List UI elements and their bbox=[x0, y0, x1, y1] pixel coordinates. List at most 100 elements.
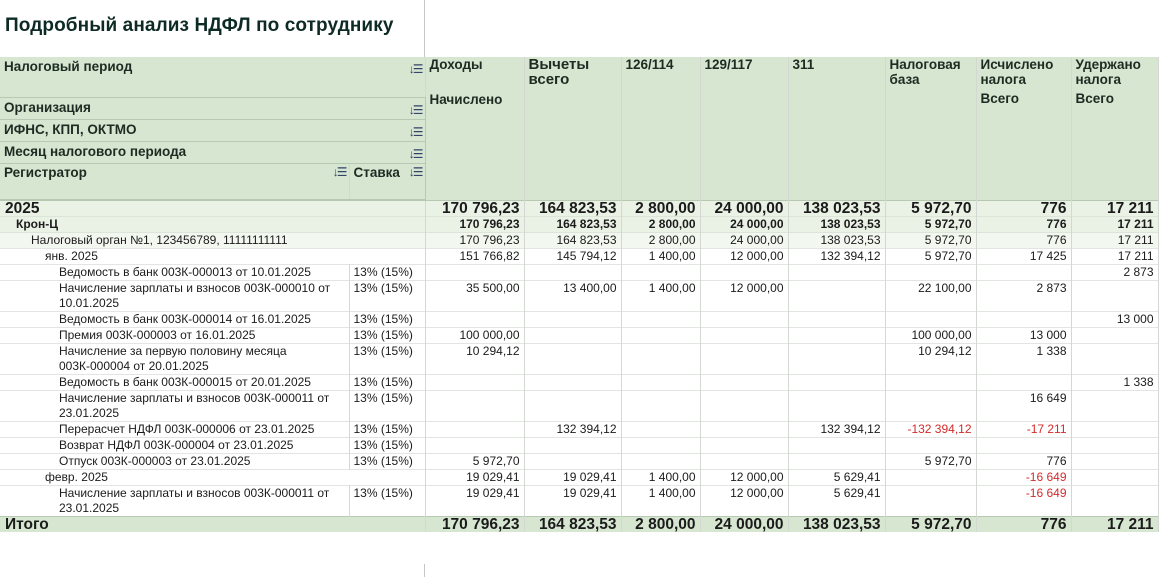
month-label[interactable]: февр. 2025 bbox=[0, 468, 426, 485]
sort-icon[interactable]: ↓☰ bbox=[408, 62, 424, 76]
col-311[interactable]: 311 bbox=[787, 57, 886, 200]
year-label[interactable]: 2025 bbox=[0, 199, 426, 216]
column-divider bbox=[424, 0, 425, 57]
sort-icon[interactable]: ↓☰ bbox=[332, 164, 348, 179]
header-row: Организация ↓☰ bbox=[0, 97, 1158, 120]
col-deductions-label: Вычеты всего bbox=[528, 57, 590, 88]
registrar-row[interactable]: Отпуск 003К-000003 от 23.01.2025 13% (15%… bbox=[0, 452, 1159, 469]
ifns-row[interactable]: Налоговый орган №1, 123456789, 111111111… bbox=[0, 231, 1159, 248]
registrar-label[interactable]: Ведомость в банк 003К-000015 от 20.01.20… bbox=[0, 373, 350, 390]
column-divider bbox=[424, 564, 425, 577]
withheld-tax-cell: 17 211 bbox=[1071, 247, 1159, 264]
126-114-cell bbox=[621, 420, 701, 437]
sort-icon[interactable]: ↓☰ bbox=[408, 102, 424, 117]
129-117-cell bbox=[700, 452, 789, 469]
income-cell: 5 972,70 bbox=[425, 452, 525, 469]
month-label[interactable]: янв. 2025 bbox=[0, 247, 426, 264]
income-cell: 151 766,82 bbox=[425, 247, 525, 264]
tax-base-cell bbox=[885, 373, 977, 390]
dim-organization[interactable]: Организация ↓☰ bbox=[0, 97, 426, 120]
dim-registrar-label: Регистратор bbox=[4, 164, 87, 180]
calculated-tax-cell: 776 bbox=[976, 515, 1072, 532]
ifns-label[interactable]: Налоговый орган №1, 123456789, 111111111… bbox=[0, 231, 426, 248]
sort-icon[interactable]: ↓☰ bbox=[408, 164, 424, 179]
dim-rate[interactable]: Ставка ↓☰ bbox=[349, 163, 426, 200]
126-114-cell: 2 800,00 bbox=[621, 231, 701, 248]
sort-icon[interactable]: ↓☰ bbox=[408, 124, 424, 139]
registrar-row[interactable]: Начисление зарплаты и взносов 003К-00001… bbox=[0, 389, 1159, 421]
129-117-cell bbox=[700, 420, 789, 437]
col-tax-base-label: Налоговая база bbox=[889, 57, 961, 87]
deductions-cell bbox=[524, 342, 622, 374]
dim-registrar[interactable]: Регистратор ↓☰ bbox=[0, 163, 350, 200]
tax-base-cell: 10 294,12 bbox=[885, 342, 977, 374]
registrar-label[interactable]: Ведомость в банк 003К-000014 от 16.01.20… bbox=[0, 310, 350, 327]
month-row[interactable]: февр. 2025 19 029,41 19 029,41 1 400,00 12 0… bbox=[0, 468, 1159, 485]
calculated-tax-cell: 776 bbox=[976, 215, 1072, 232]
income-cell: 10 294,12 bbox=[425, 342, 525, 374]
registrar-label[interactable]: Перерасчет НДФЛ 003К-000006 от 23.01.202… bbox=[0, 420, 350, 437]
dim-period[interactable]: Налоговый период ↓☰ bbox=[0, 57, 426, 98]
col-calculated-tax[interactable]: Исчислено налога Всего bbox=[975, 57, 1072, 200]
registrar-row[interactable]: Ведомость в банк 003К-000013 от 10.01.20… bbox=[0, 263, 1159, 280]
col-126-114[interactable]: 126/114 bbox=[620, 57, 701, 200]
col-deductions[interactable]: Вычеты всего bbox=[523, 57, 622, 200]
registrar-row[interactable]: Перерасчет НДФЛ 003К-000006 от 23.01.202… bbox=[0, 420, 1159, 437]
deductions-cell: 164 823,53 bbox=[524, 515, 622, 532]
col-withheld-tax[interactable]: Удержано налога Всего bbox=[1070, 57, 1159, 200]
registrar-row[interactable]: Ведомость в банк 003К-000014 от 16.01.20… bbox=[0, 310, 1159, 327]
registrar-label[interactable]: Начисление за первую половину месяца 003… bbox=[0, 342, 350, 374]
129-117-cell bbox=[700, 373, 789, 390]
withheld-tax-cell: 17 211 bbox=[1071, 231, 1159, 248]
calculated-tax-cell: 13 000 bbox=[976, 326, 1072, 343]
income-cell: 35 500,00 bbox=[425, 279, 525, 311]
tax-rate-cell: 13% (15%) bbox=[348, 342, 426, 374]
registrar-label[interactable]: Ведомость в банк 003К-000013 от 10.01.20… bbox=[0, 263, 350, 280]
deductions-cell: 19 029,41 bbox=[524, 484, 622, 516]
col-129-117[interactable]: 129/117 bbox=[699, 57, 789, 200]
registrar-row[interactable]: Ведомость в банк 003К-000015 от 20.01.20… bbox=[0, 373, 1159, 390]
311-cell bbox=[788, 389, 886, 421]
registrar-row[interactable]: Начисление зарплаты и взносов 003К-00001… bbox=[0, 484, 1159, 516]
col-tax-base[interactable]: Налоговая база bbox=[884, 57, 977, 200]
registrar-row[interactable]: Начисление за первую половину месяца 003… bbox=[0, 342, 1159, 374]
total-row[interactable]: Итого 170 796,23 164 823,53 2 800,00 24 000,… bbox=[0, 515, 1159, 532]
tax-rate-cell: 13% (15%) bbox=[348, 436, 426, 453]
registrar-label[interactable]: Начисление зарплаты и взносов 003К-00001… bbox=[0, 389, 350, 421]
registrar-row[interactable]: Возврат НДФЛ 003К-000004 от 23.01.2025 13… bbox=[0, 436, 1159, 453]
registrar-row[interactable]: Начисление зарплаты и взносов 003К-00001… bbox=[0, 279, 1159, 311]
311-cell: 5 629,41 bbox=[788, 468, 886, 485]
withheld-tax-cell: 17 211 bbox=[1071, 515, 1159, 532]
sort-icon[interactable]: ↓☰ bbox=[408, 146, 424, 161]
total-label[interactable]: Итого bbox=[0, 515, 426, 532]
calculated-tax-cell bbox=[976, 263, 1072, 280]
income-cell: 170 796,23 bbox=[425, 215, 525, 232]
calculated-tax-cell: 2 873 bbox=[976, 279, 1072, 311]
month-row[interactable]: янв. 2025 151 766,82 145 794,12 1 400,00 12 … bbox=[0, 247, 1159, 264]
dim-ifns[interactable]: ИФНС, КПП, ОКТМО ↓☰ bbox=[0, 119, 426, 142]
calculated-tax-cell: 17 425 bbox=[976, 247, 1072, 264]
org-label[interactable]: Крон-Ц bbox=[0, 215, 426, 232]
calculated-tax-cell: -16 649 bbox=[976, 484, 1072, 516]
126-114-cell: 1 400,00 bbox=[621, 279, 701, 311]
registrar-label[interactable]: Начисление зарплаты и взносов 003К-00001… bbox=[0, 484, 350, 516]
129-117-cell: 12 000,00 bbox=[700, 279, 789, 311]
311-cell bbox=[788, 263, 886, 280]
registrar-label[interactable]: Премия 003К-000003 от 16.01.2025 bbox=[0, 326, 350, 343]
col-income[interactable]: Доходы Начислено bbox=[424, 57, 525, 200]
org-row[interactable]: Крон-Ц 170 796,23 164 823,53 2 800,00 24 000… bbox=[0, 215, 1159, 232]
registrar-label[interactable]: Начисление зарплаты и взносов 003К-00001… bbox=[0, 279, 350, 311]
income-cell: 170 796,23 bbox=[425, 515, 525, 532]
dim-month[interactable]: Месяц налогового периода ↓☰ bbox=[0, 141, 426, 164]
income-cell: 170 796,23 bbox=[425, 199, 525, 216]
registrar-label[interactable]: Возврат НДФЛ 003К-000004 от 23.01.2025 bbox=[0, 436, 350, 453]
deductions-cell: 164 823,53 bbox=[524, 199, 622, 216]
129-117-cell bbox=[700, 342, 789, 374]
129-117-cell: 24 000,00 bbox=[700, 515, 789, 532]
tax-base-cell: 5 972,70 bbox=[885, 231, 977, 248]
year-row[interactable]: 2025 170 796,23 164 823,53 2 800,00 24 000,0… bbox=[0, 199, 1159, 216]
deductions-cell: 132 394,12 bbox=[524, 420, 622, 437]
registrar-label[interactable]: Отпуск 003К-000003 от 23.01.2025 bbox=[0, 452, 350, 469]
registrar-row[interactable]: Премия 003К-000003 от 16.01.2025 13% (15%… bbox=[0, 326, 1159, 343]
311-cell: 138 023,53 bbox=[788, 215, 886, 232]
